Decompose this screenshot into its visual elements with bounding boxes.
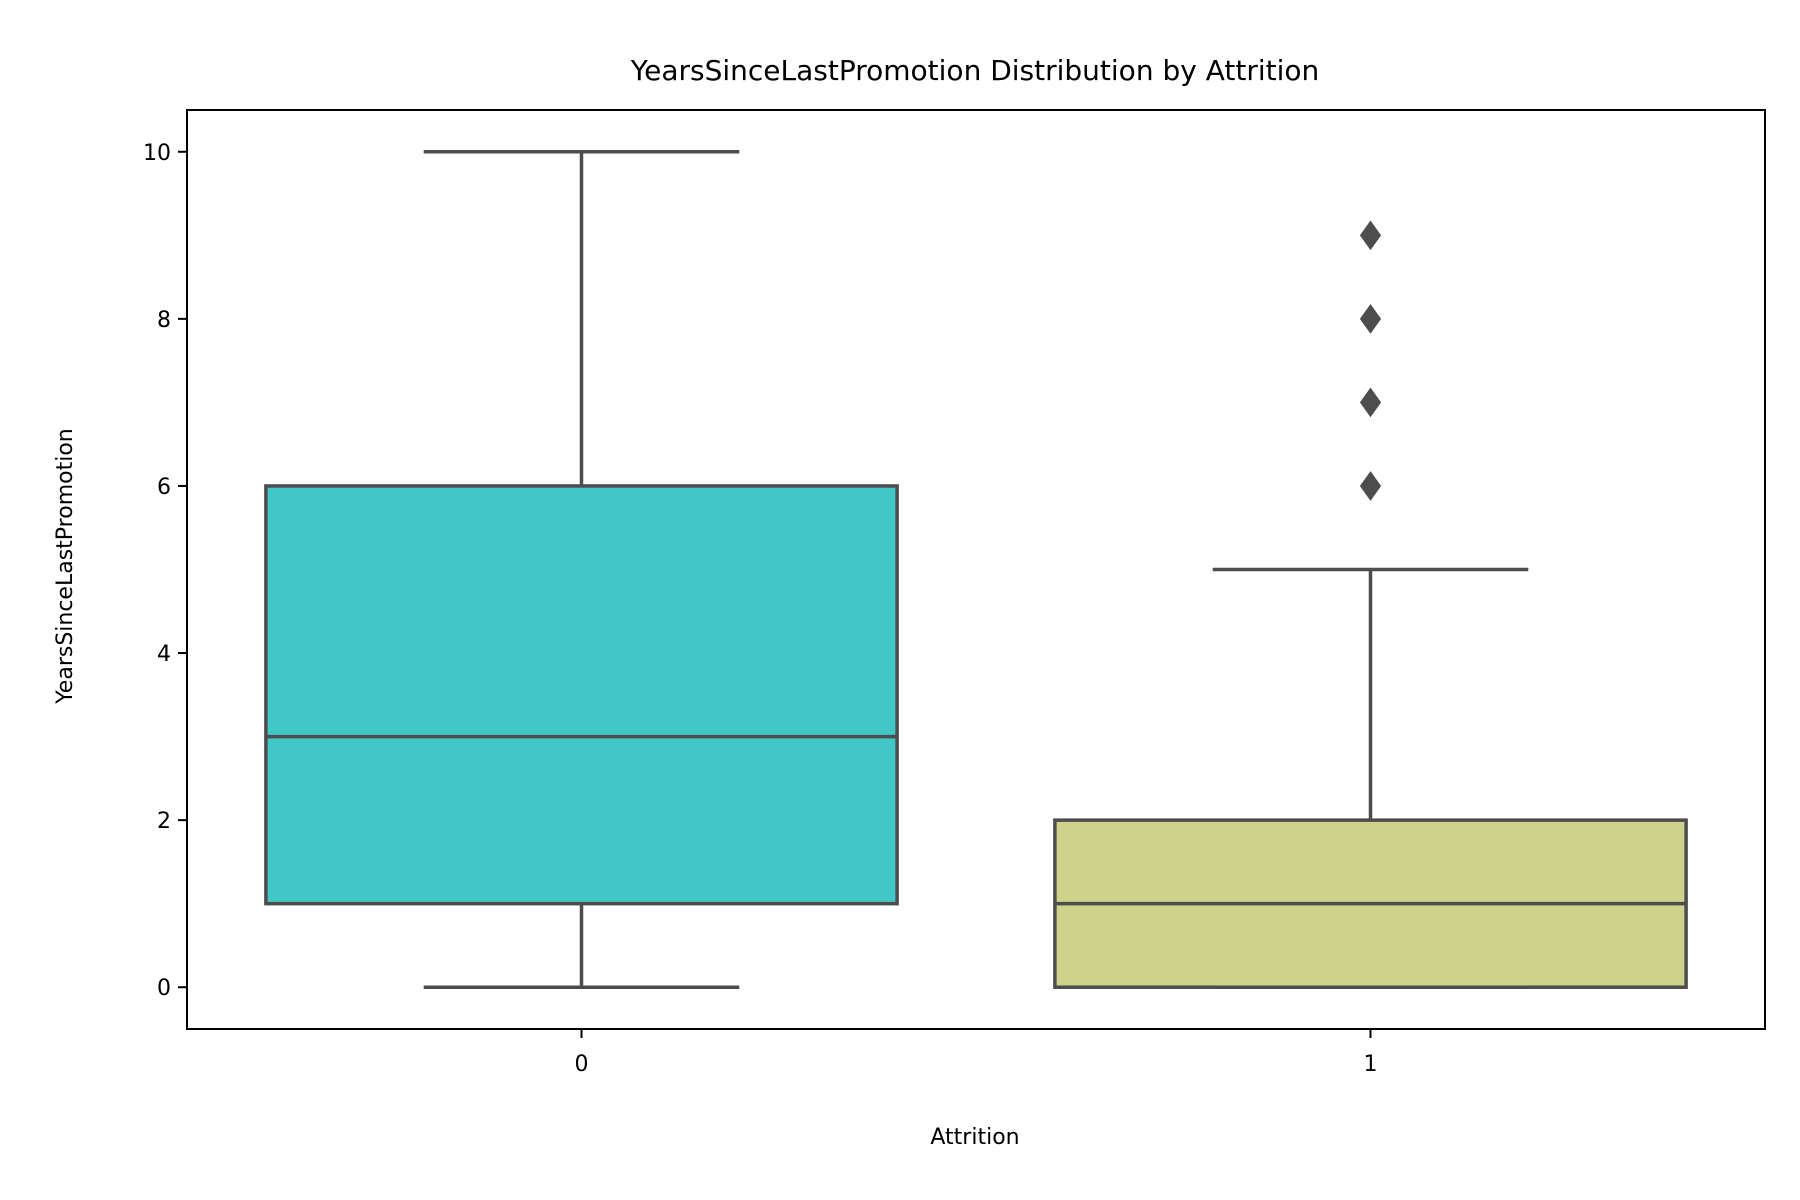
plot-area bbox=[264, 150, 1688, 989]
box-category-0 bbox=[264, 484, 899, 906]
axes: 0 2 4 6 8 10 0 1 bbox=[143, 109, 1766, 1077]
outlier-point bbox=[1359, 387, 1382, 418]
y-tick-label: 2 bbox=[157, 809, 171, 834]
outlier-point bbox=[1359, 220, 1382, 251]
chart-title: YearsSinceLastPromotion Distribution by … bbox=[630, 54, 1320, 87]
y-tick-label: 0 bbox=[157, 976, 171, 1001]
y-tick-label: 8 bbox=[157, 308, 171, 333]
y-axis-label: YearsSinceLastPromotion bbox=[53, 428, 78, 704]
plot-frame bbox=[186, 109, 1766, 1030]
outlier-point bbox=[1359, 471, 1382, 501]
outlier-point bbox=[1359, 304, 1382, 334]
x-tick-label: 1 bbox=[1364, 1052, 1378, 1077]
y-tick-label: 6 bbox=[157, 475, 171, 500]
x-tick-label: 0 bbox=[575, 1052, 589, 1077]
y-tick-label: 10 bbox=[143, 141, 171, 166]
y-tick-label: 4 bbox=[157, 642, 171, 667]
x-axis-label: Attrition bbox=[930, 1125, 1019, 1150]
